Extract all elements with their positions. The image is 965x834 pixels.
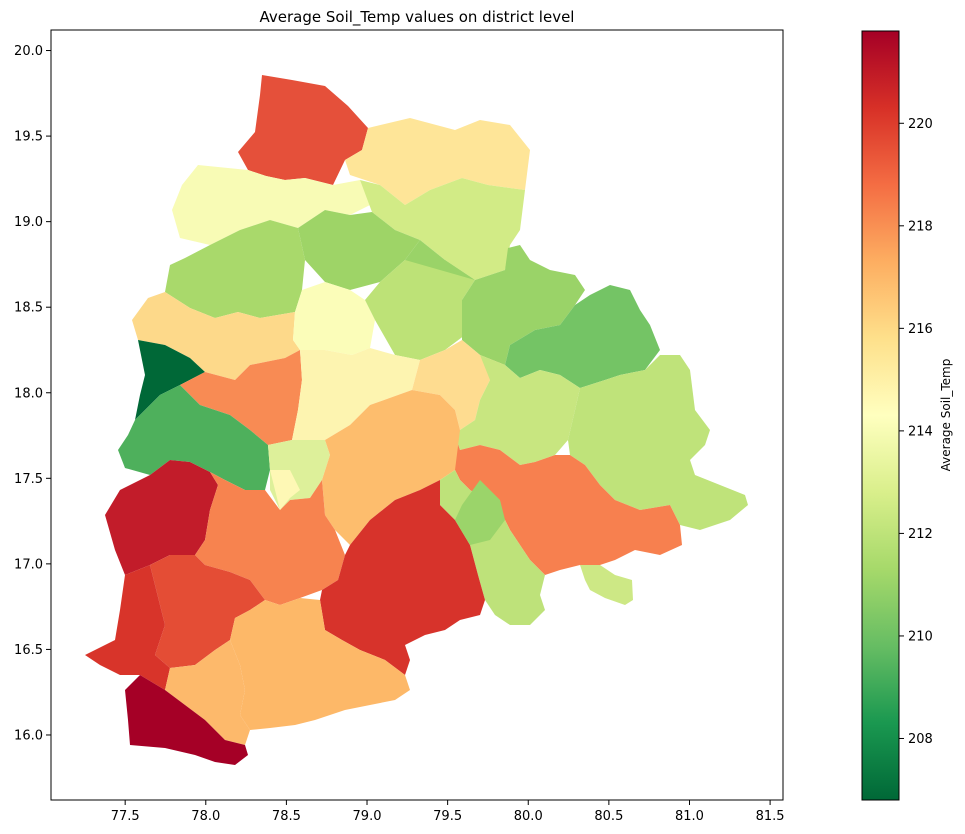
y-tick-label: 17.5 xyxy=(14,472,43,487)
district-layer xyxy=(85,75,748,765)
colorbar xyxy=(861,30,900,801)
district-polygon xyxy=(270,470,300,510)
y-tick-label: 16.5 xyxy=(14,643,43,658)
x-tick-label: 80.5 xyxy=(594,809,623,824)
district-polygon xyxy=(365,260,475,360)
colorbar-tick-label: 214 xyxy=(908,424,933,439)
colorbar-tick-label: 220 xyxy=(908,117,933,132)
x-tick-label: 79.0 xyxy=(353,809,382,824)
y-tick-label: 19.0 xyxy=(14,215,43,230)
district-polygon xyxy=(230,598,410,730)
district-polygon xyxy=(195,472,345,605)
district-polygon xyxy=(132,292,300,380)
x-tick-label: 77.5 xyxy=(111,809,140,824)
district-polygon xyxy=(455,480,505,545)
district-polygon xyxy=(322,390,460,545)
district-polygon xyxy=(455,435,682,575)
district-polygon xyxy=(135,340,205,420)
x-tick-label: 81.5 xyxy=(756,809,785,824)
district-polygon xyxy=(360,178,525,280)
district-polygon xyxy=(298,210,420,290)
district-polygon xyxy=(180,350,302,445)
y-tick-label: 19.5 xyxy=(14,130,43,145)
chart-title: Average Soil_Temp values on district lev… xyxy=(260,8,575,27)
district-polygon xyxy=(165,220,305,318)
x-tick-label: 81.0 xyxy=(675,809,704,824)
x-tick-label: 78.5 xyxy=(272,809,301,824)
district-polygon xyxy=(455,355,580,465)
colorbar-ticks: 208 210 212 214 216 218 220 xyxy=(899,117,933,747)
district-polygon xyxy=(405,240,585,365)
colorbar-tick-label: 218 xyxy=(908,219,933,234)
district-polygon xyxy=(118,385,270,490)
district-polygon xyxy=(568,355,748,530)
district-polygon xyxy=(105,460,218,575)
y-tick-label: 17.0 xyxy=(14,557,43,572)
district-polygon xyxy=(150,555,265,668)
colorbar-tick-label: 212 xyxy=(908,527,933,542)
x-tick-label: 79.5 xyxy=(433,809,462,824)
district-polygon xyxy=(85,565,170,690)
colorbar-tick-label: 210 xyxy=(908,629,933,644)
district-polygon xyxy=(238,75,368,185)
y-tick-label: 18.5 xyxy=(14,301,43,316)
x-axis: 77.5 78.0 78.5 79.0 79.5 80.0 80.5 81.0 81.5 xyxy=(111,800,785,824)
district-polygon xyxy=(165,640,250,745)
district-polygon xyxy=(580,565,633,605)
y-tick-label: 20.0 xyxy=(14,44,43,59)
district-polygon xyxy=(320,480,485,675)
district-polygon xyxy=(125,675,248,765)
x-tick-label: 80.0 xyxy=(514,809,543,824)
district-polygon xyxy=(172,165,370,245)
district-polygon xyxy=(293,282,375,355)
x-tick-label: 78.0 xyxy=(191,809,220,824)
y-tick-label: 16.0 xyxy=(14,728,43,743)
colorbar-tick-label: 216 xyxy=(908,322,933,337)
district-polygon xyxy=(292,348,420,440)
y-axis: 16.0 16.5 17.0 17.5 18.0 18.5 19.0 19.5 20.0 xyxy=(14,44,51,743)
district-polygon xyxy=(412,340,505,430)
district-polygon xyxy=(345,118,530,205)
colorbar-tick-label: 208 xyxy=(908,732,933,747)
district-polygon xyxy=(505,285,660,388)
colorbar-label: Average Soil_Temp xyxy=(939,359,953,472)
y-tick-label: 18.0 xyxy=(14,386,43,401)
